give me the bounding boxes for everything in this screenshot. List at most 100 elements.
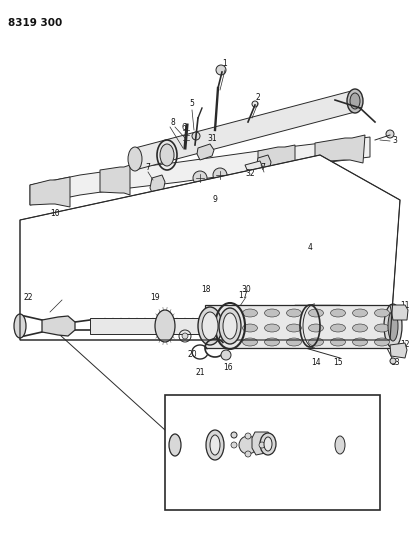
Text: 7: 7 [260,164,265,173]
Text: 24: 24 [231,408,241,417]
Ellipse shape [198,307,221,345]
Ellipse shape [242,324,257,332]
Circle shape [220,350,230,360]
Ellipse shape [373,324,389,332]
Polygon shape [150,175,164,195]
Circle shape [245,451,250,457]
Ellipse shape [308,324,323,332]
Text: 8319 300: 8319 300 [8,18,62,28]
Text: 2: 2 [255,93,260,101]
Ellipse shape [222,313,236,339]
Bar [164,395,379,510]
Ellipse shape [349,93,359,109]
Text: 21: 21 [195,368,204,377]
Polygon shape [135,90,354,170]
Bar [204,305,392,348]
Text: 25: 25 [220,483,229,492]
Ellipse shape [383,304,401,348]
Ellipse shape [264,338,279,346]
Text: 18: 18 [201,286,210,295]
Text: 6: 6 [181,123,186,132]
Polygon shape [30,177,70,207]
Ellipse shape [373,309,389,317]
Ellipse shape [286,338,301,346]
Circle shape [245,433,250,439]
Ellipse shape [373,338,389,346]
Circle shape [230,442,236,448]
Ellipse shape [169,434,180,456]
Text: 1: 1 [222,59,227,68]
Ellipse shape [218,308,240,344]
Ellipse shape [155,310,175,342]
Text: 16: 16 [222,364,232,373]
Text: 26: 26 [243,488,252,497]
Ellipse shape [160,144,173,166]
Text: 12: 12 [399,341,409,350]
Polygon shape [257,145,294,168]
Ellipse shape [286,309,301,317]
Circle shape [193,171,207,185]
Text: 19: 19 [150,294,160,303]
Text: 22: 22 [23,293,33,302]
Text: 14: 14 [310,359,320,367]
Text: 29: 29 [315,481,324,489]
Ellipse shape [182,333,188,339]
Ellipse shape [308,338,323,346]
Text: 9: 9 [212,196,217,205]
Ellipse shape [352,324,366,332]
Text: 8: 8 [170,117,175,126]
Text: 27: 27 [258,410,267,419]
Polygon shape [196,144,213,160]
Ellipse shape [264,324,279,332]
Text: 30: 30 [240,286,250,295]
Polygon shape [245,161,262,172]
Text: 4: 4 [307,244,312,253]
Circle shape [213,168,227,182]
Polygon shape [30,137,369,205]
Ellipse shape [259,433,275,455]
Ellipse shape [330,338,345,346]
Text: 31: 31 [207,133,216,142]
Polygon shape [252,432,271,455]
Text: 15: 15 [333,359,342,367]
Text: 5: 5 [189,99,194,108]
Ellipse shape [352,309,366,317]
Ellipse shape [330,324,345,332]
Circle shape [385,130,393,138]
Ellipse shape [209,435,220,455]
Circle shape [191,132,200,140]
Ellipse shape [264,309,279,317]
Text: 3: 3 [391,135,396,144]
Ellipse shape [330,309,345,317]
Polygon shape [20,155,399,340]
Text: 10: 10 [50,208,60,217]
Ellipse shape [352,338,366,346]
Polygon shape [42,316,75,336]
Polygon shape [389,305,407,320]
Ellipse shape [242,309,257,317]
Ellipse shape [286,324,301,332]
Ellipse shape [387,311,397,341]
Circle shape [389,358,395,364]
Text: 17: 17 [238,290,247,300]
Circle shape [252,101,257,107]
Circle shape [230,432,236,438]
Bar [90,318,229,334]
Text: 32: 32 [245,168,254,177]
Ellipse shape [308,309,323,317]
Ellipse shape [14,314,26,338]
Ellipse shape [346,89,362,113]
Ellipse shape [202,312,218,340]
Circle shape [216,65,225,75]
Text: 20: 20 [187,351,196,359]
Text: 7: 7 [145,164,150,173]
Polygon shape [389,343,406,358]
Circle shape [258,442,264,448]
Ellipse shape [242,338,257,346]
Polygon shape [255,155,270,175]
Polygon shape [314,135,364,163]
Ellipse shape [128,147,142,171]
Text: 23: 23 [167,475,176,484]
Text: 13: 13 [389,359,399,367]
Text: 28: 28 [272,410,282,419]
